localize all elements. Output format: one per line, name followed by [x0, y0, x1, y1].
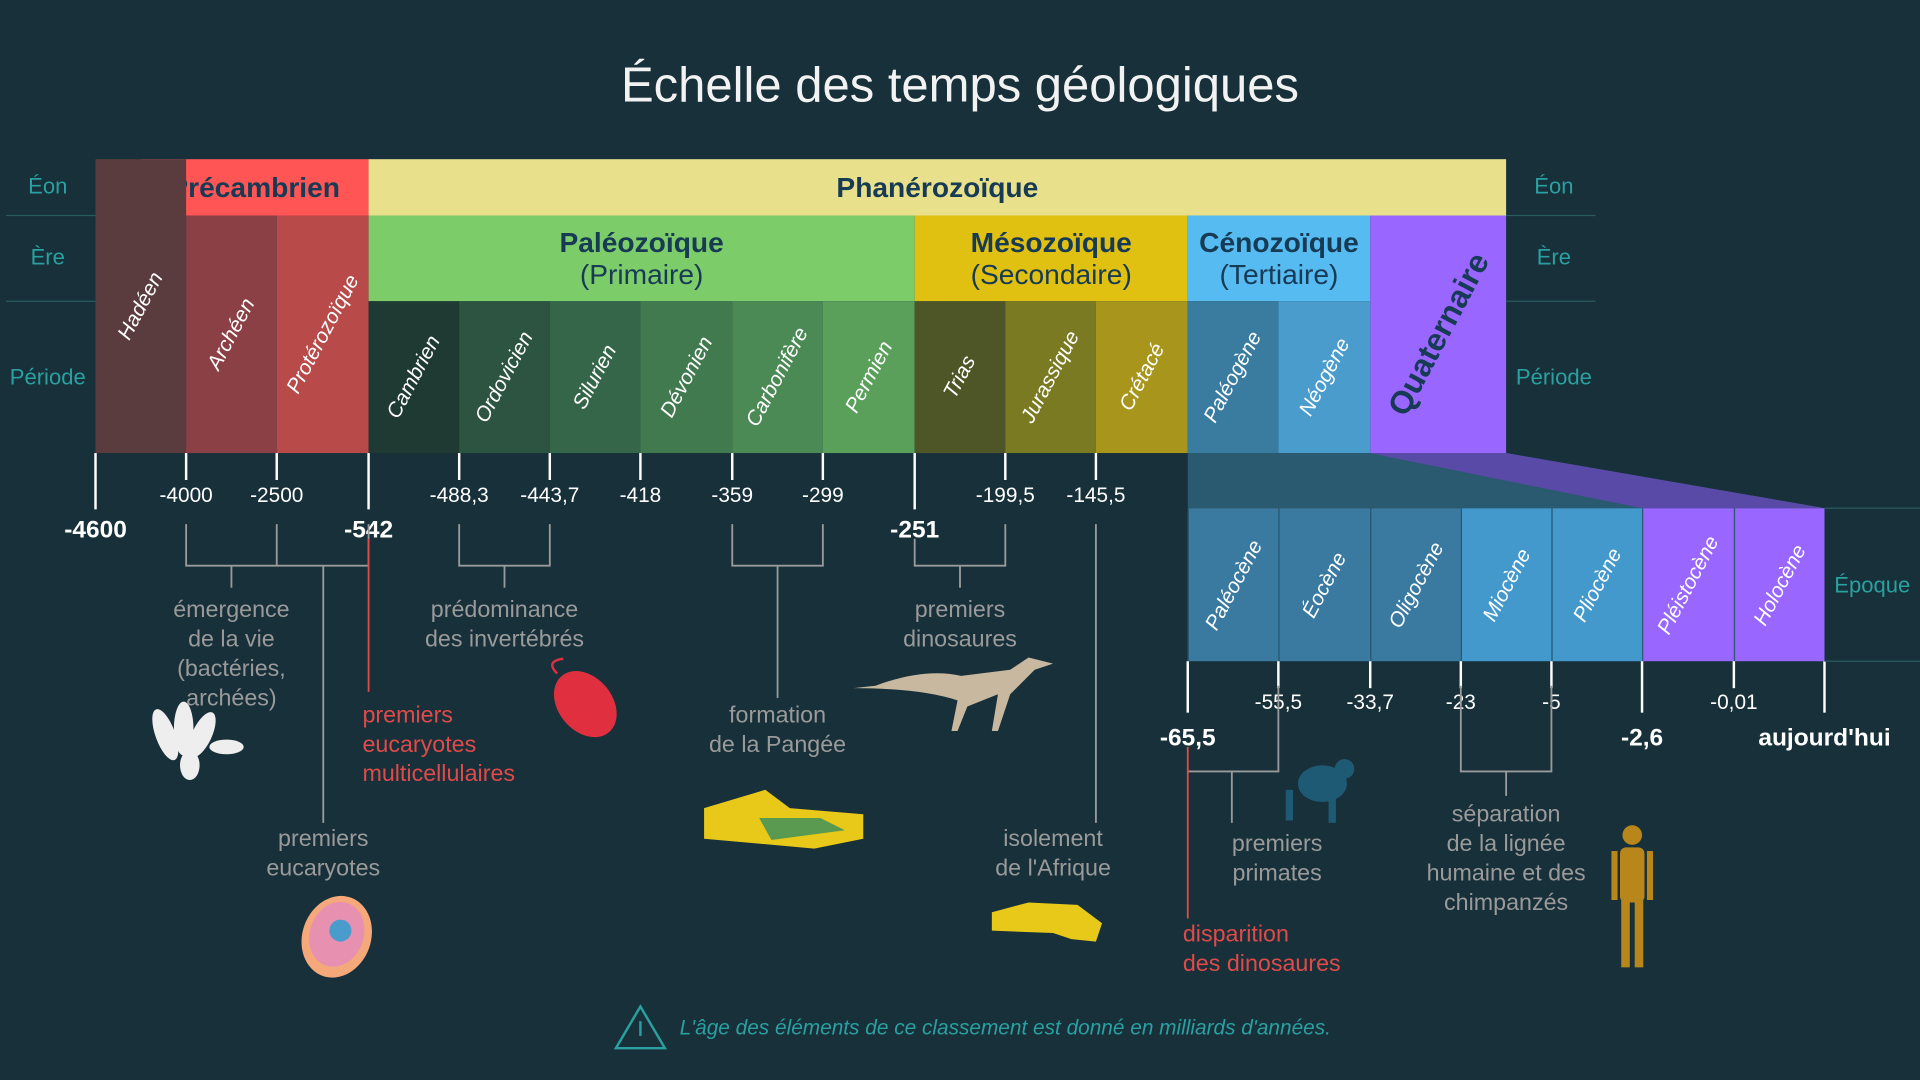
event-invertebrates: prédominance des invertébrés: [424, 597, 585, 653]
era-label: Paléozoïque: [559, 226, 724, 259]
age-10-label: -199,5: [975, 483, 1035, 507]
era-paleozoique: Paléozoïque (Primaire): [368, 215, 915, 302]
age-0-tick: [94, 453, 97, 510]
age-11-tick: [1094, 453, 1098, 481]
epoch-age-5-tick: [1640, 661, 1644, 713]
epoch-age-4-tick: [1550, 661, 1553, 689]
age-8-label: -299: [802, 483, 844, 507]
age-0-label: -4600: [64, 516, 127, 544]
event-primates: premiers primates: [1231, 831, 1323, 887]
period-12: Paléogène: [1187, 301, 1279, 454]
period-8: Permien: [822, 301, 915, 454]
age-2-label: -2500: [250, 483, 304, 507]
epoch-4: Pliocène: [1551, 508, 1643, 662]
page-title: Échelle des temps géologiques: [620, 58, 1299, 113]
row-label-period-right: Période: [1515, 364, 1592, 390]
period-9: Trias: [914, 301, 1006, 454]
epoch-age-1-tick: [1277, 661, 1280, 689]
age-11-label: -145,5: [1066, 483, 1126, 507]
epoch-age-0-tick: [1186, 661, 1189, 713]
africa-map-illustration: [991, 902, 1103, 942]
row-label-era: Ère: [30, 244, 65, 270]
age-6-label: -418: [619, 483, 662, 507]
row-label-era-right: Ère: [1536, 244, 1572, 270]
event-eukaryotes: premiers eucaryotes: [266, 826, 381, 882]
epoch-age-7-tick: [1823, 661, 1826, 713]
era-label: Cénozoïque: [1199, 226, 1359, 259]
age-7-label: -359: [711, 483, 754, 507]
age-3-tick: [367, 453, 370, 510]
age-5-label: -443,7: [520, 483, 580, 507]
age-4-label: -488,3: [429, 483, 489, 507]
epoch-age-6-label: -0,01: [1710, 690, 1758, 714]
epoch-3: Miocène: [1460, 508, 1552, 662]
eon-phanerozoique: Phanérozoïque: [368, 159, 1507, 216]
event-extinction: disparition des dinosaures: [1182, 922, 1341, 978]
period-3: Cambrien: [368, 301, 460, 454]
period-6: Dévonien: [640, 301, 733, 454]
age-9-tick: [913, 453, 916, 510]
epoch-age-2-label: -33,7: [1346, 690, 1394, 714]
trilobite-illustration: [551, 657, 617, 738]
period-10: Jurassique: [1005, 301, 1096, 454]
epoch-age-7-label: aujourd'hui: [1758, 724, 1891, 752]
epoch-age-2-tick: [1368, 661, 1372, 689]
age-7-tick: [731, 453, 734, 481]
dinosaur-illustration: [853, 657, 1054, 732]
event-human: séparation de la lignée humaine et des chim…: [1426, 802, 1586, 916]
era-sublabel: (Tertiaire): [1219, 258, 1339, 291]
age-1-label: -4000: [159, 483, 213, 507]
row-label-eon-right: Éon: [1534, 173, 1574, 199]
zoom-wedge-quaternary: [1370, 453, 1825, 509]
footnote: L'âge des éléments de ce classement est …: [679, 1016, 1331, 1040]
era-label: Mésozoïque: [970, 226, 1132, 259]
age-6-tick: [639, 453, 642, 481]
row-label-eon: Éon: [28, 173, 68, 199]
epoch-6: Holocène: [1733, 508, 1825, 662]
era-sublabel: (Secondaire): [970, 258, 1132, 291]
age-4-tick: [457, 453, 461, 481]
event-africa: isolement de l'Afrique: [995, 826, 1111, 882]
bacteria-illustration: [152, 701, 244, 781]
eon-label: Phanérozoïque: [836, 171, 1039, 204]
event-pangea: formation de la Pangée: [708, 702, 847, 758]
period-1: Archéen: [186, 215, 277, 454]
period-13: Néogène: [1278, 301, 1371, 454]
period-11: Crétacé: [1095, 301, 1188, 454]
primate-illustration: [1285, 759, 1355, 823]
era-quaternaire: Quaternaire: [1370, 215, 1507, 454]
era-sublabel: (Primaire): [579, 258, 704, 291]
age-8-tick: [821, 453, 825, 481]
epoch-age-5-label: -2,6: [1620, 724, 1664, 752]
age-1-tick: [184, 453, 188, 481]
period-0: Hadéen: [95, 159, 187, 454]
human-illustration: [1611, 825, 1654, 968]
cell-illustration: [301, 895, 372, 978]
period-2: Protérozoïque: [276, 215, 369, 454]
warning-icon: [613, 1004, 668, 1050]
age-10-tick: [1004, 453, 1007, 481]
epoch-age-6-tick: [1732, 661, 1736, 689]
event-multicell: premiers eucaryotes multicellulaires: [362, 702, 516, 788]
row-label-epoch: Époque: [1834, 573, 1911, 598]
epoch-age-3-tick: [1459, 661, 1463, 689]
age-2-tick: [275, 453, 278, 481]
epoch-0: Paléocène: [1187, 508, 1279, 662]
event-life: émergence de la vie (bactéries, archées): [173, 597, 290, 712]
age-5-tick: [548, 453, 552, 481]
pangea-map-illustration: [704, 789, 864, 849]
eon-label: Précambrien: [169, 171, 341, 204]
epoch-1: Éocène: [1278, 508, 1371, 662]
epoch-5: Pléistocène: [1642, 508, 1734, 662]
period-5: Silurien: [549, 301, 641, 454]
event-dinosaurs: premiers dinosaures: [903, 597, 1017, 653]
period-7: Carbonifère: [732, 301, 823, 454]
row-label-period: Période: [9, 364, 86, 390]
period-4: Ordovicien: [459, 301, 550, 454]
era-mesozoique: Mésozoïque (Secondaire): [914, 215, 1188, 302]
era-cenozoique: Cénozoïque (Tertiaire): [1187, 215, 1371, 302]
epoch-2: Oligocène: [1370, 508, 1461, 662]
